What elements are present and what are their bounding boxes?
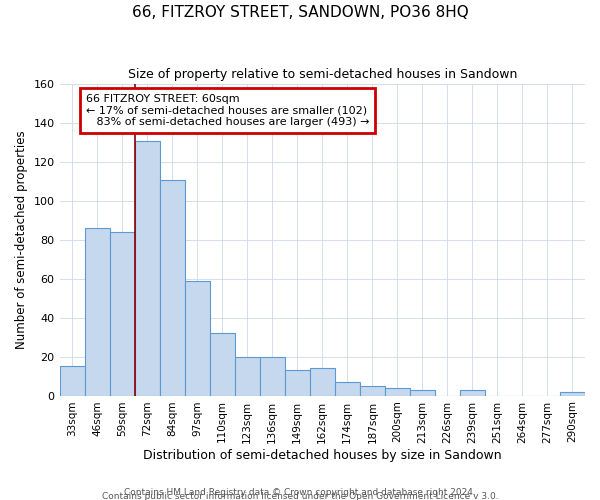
X-axis label: Distribution of semi-detached houses by size in Sandown: Distribution of semi-detached houses by … <box>143 450 502 462</box>
Bar <box>310 368 335 396</box>
Bar <box>560 392 585 396</box>
Bar <box>209 334 235 396</box>
Bar <box>160 180 185 396</box>
Bar <box>460 390 485 396</box>
Bar <box>385 388 410 396</box>
Bar <box>285 370 310 396</box>
Title: Size of property relative to semi-detached houses in Sandown: Size of property relative to semi-detach… <box>128 68 517 80</box>
Bar <box>260 356 285 396</box>
Bar <box>85 228 110 396</box>
Bar <box>110 232 134 396</box>
Bar <box>185 281 209 396</box>
Text: 66, FITZROY STREET, SANDOWN, PO36 8HQ: 66, FITZROY STREET, SANDOWN, PO36 8HQ <box>131 5 469 20</box>
Bar <box>360 386 385 396</box>
Bar <box>59 366 85 396</box>
Y-axis label: Number of semi-detached properties: Number of semi-detached properties <box>15 130 28 350</box>
Bar <box>335 382 360 396</box>
Text: 66 FITZROY STREET: 60sqm
← 17% of semi-detached houses are smaller (102)
   83% : 66 FITZROY STREET: 60sqm ← 17% of semi-d… <box>86 94 370 127</box>
Bar <box>410 390 435 396</box>
Text: Contains HM Land Registry data © Crown copyright and database right 2024.: Contains HM Land Registry data © Crown c… <box>124 488 476 497</box>
Bar <box>235 356 260 396</box>
Text: Contains public sector information licensed under the Open Government Licence v : Contains public sector information licen… <box>101 492 499 500</box>
Bar <box>134 141 160 396</box>
